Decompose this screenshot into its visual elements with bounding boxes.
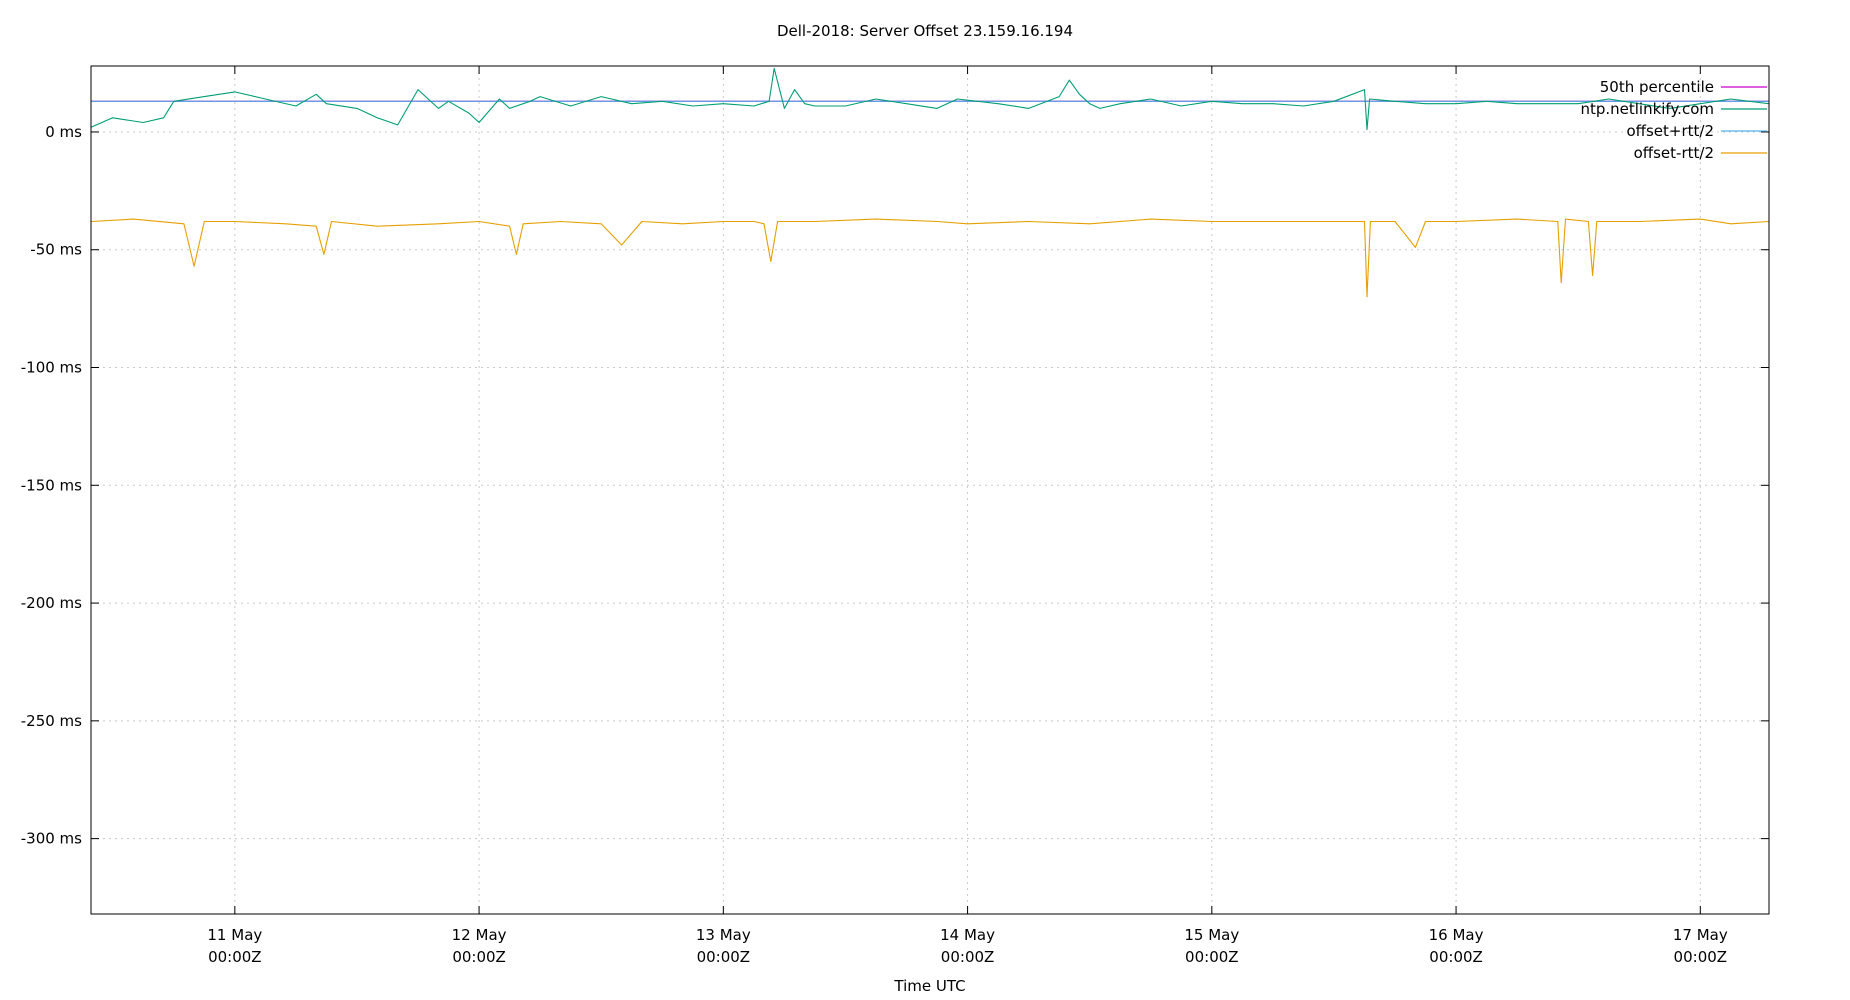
series-line-offset-rtt-2 (90, 218, 1770, 298)
x-tick-label: 17 May (1673, 926, 1728, 944)
legend-label: 50th percentile (1600, 78, 1714, 96)
y-tick-label: -100 ms (21, 359, 82, 377)
x-tick-label: 12 May (452, 926, 507, 944)
series-line-ntp-netlinkify-com (90, 67, 1770, 131)
y-tick-label: 0 ms (45, 123, 82, 141)
x-tick-sublabel: 00:00Z (941, 948, 995, 966)
legend-label: offset+rtt/2 (1626, 122, 1714, 140)
y-axis: 0 ms -50 ms -100 ms -150 ms -200 ms -250 ms -3… (21, 123, 1769, 848)
y-tick-label: -150 ms (21, 476, 82, 494)
chart-title: Dell-2018: Server Offset 23.159.16.194 (777, 22, 1073, 40)
x-tick-label: 14 May (940, 926, 995, 944)
x-tick-sublabel: 00:00Z (697, 948, 751, 966)
y-tick-label: -50 ms (30, 241, 82, 259)
legend-label: offset-rtt/2 (1634, 144, 1714, 162)
x-axis: 11 May 00:00Z 12 May 00:00Z 13 May 00:00Z 14 M… (207, 66, 1728, 966)
y-tick-label: -250 ms (21, 712, 82, 730)
y-tick-label: -200 ms (21, 594, 82, 612)
x-tick-label: 15 May (1184, 926, 1239, 944)
grid (91, 66, 1769, 914)
plot-area (90, 67, 1770, 298)
plot-frame (90, 65, 1770, 915)
x-tick-sublabel: 00:00Z (452, 948, 506, 966)
legend-label: ntp.netlinkify.com (1580, 100, 1714, 118)
legend: 50th percentile ntp.netlinkify.com offset+… (1580, 78, 1767, 162)
x-tick-sublabel: 00:00Z (1674, 948, 1728, 966)
y-tick-label: -300 ms (21, 830, 82, 848)
x-tick-sublabel: 00:00Z (208, 948, 262, 966)
x-tick-label: 11 May (207, 926, 262, 944)
x-tick-label: 16 May (1429, 926, 1484, 944)
x-tick-sublabel: 00:00Z (1185, 948, 1239, 966)
x-tick-label: 13 May (696, 926, 751, 944)
x-axis-label: Time UTC (893, 977, 965, 995)
x-tick-sublabel: 00:00Z (1429, 948, 1483, 966)
